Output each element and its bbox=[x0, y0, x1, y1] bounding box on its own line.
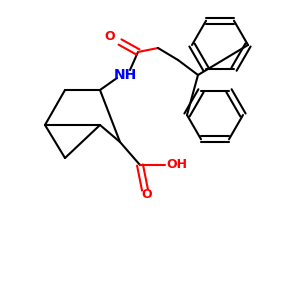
Text: NH: NH bbox=[113, 68, 136, 82]
Text: O: O bbox=[105, 31, 115, 44]
Text: OH: OH bbox=[167, 158, 188, 172]
Text: O: O bbox=[142, 188, 152, 202]
